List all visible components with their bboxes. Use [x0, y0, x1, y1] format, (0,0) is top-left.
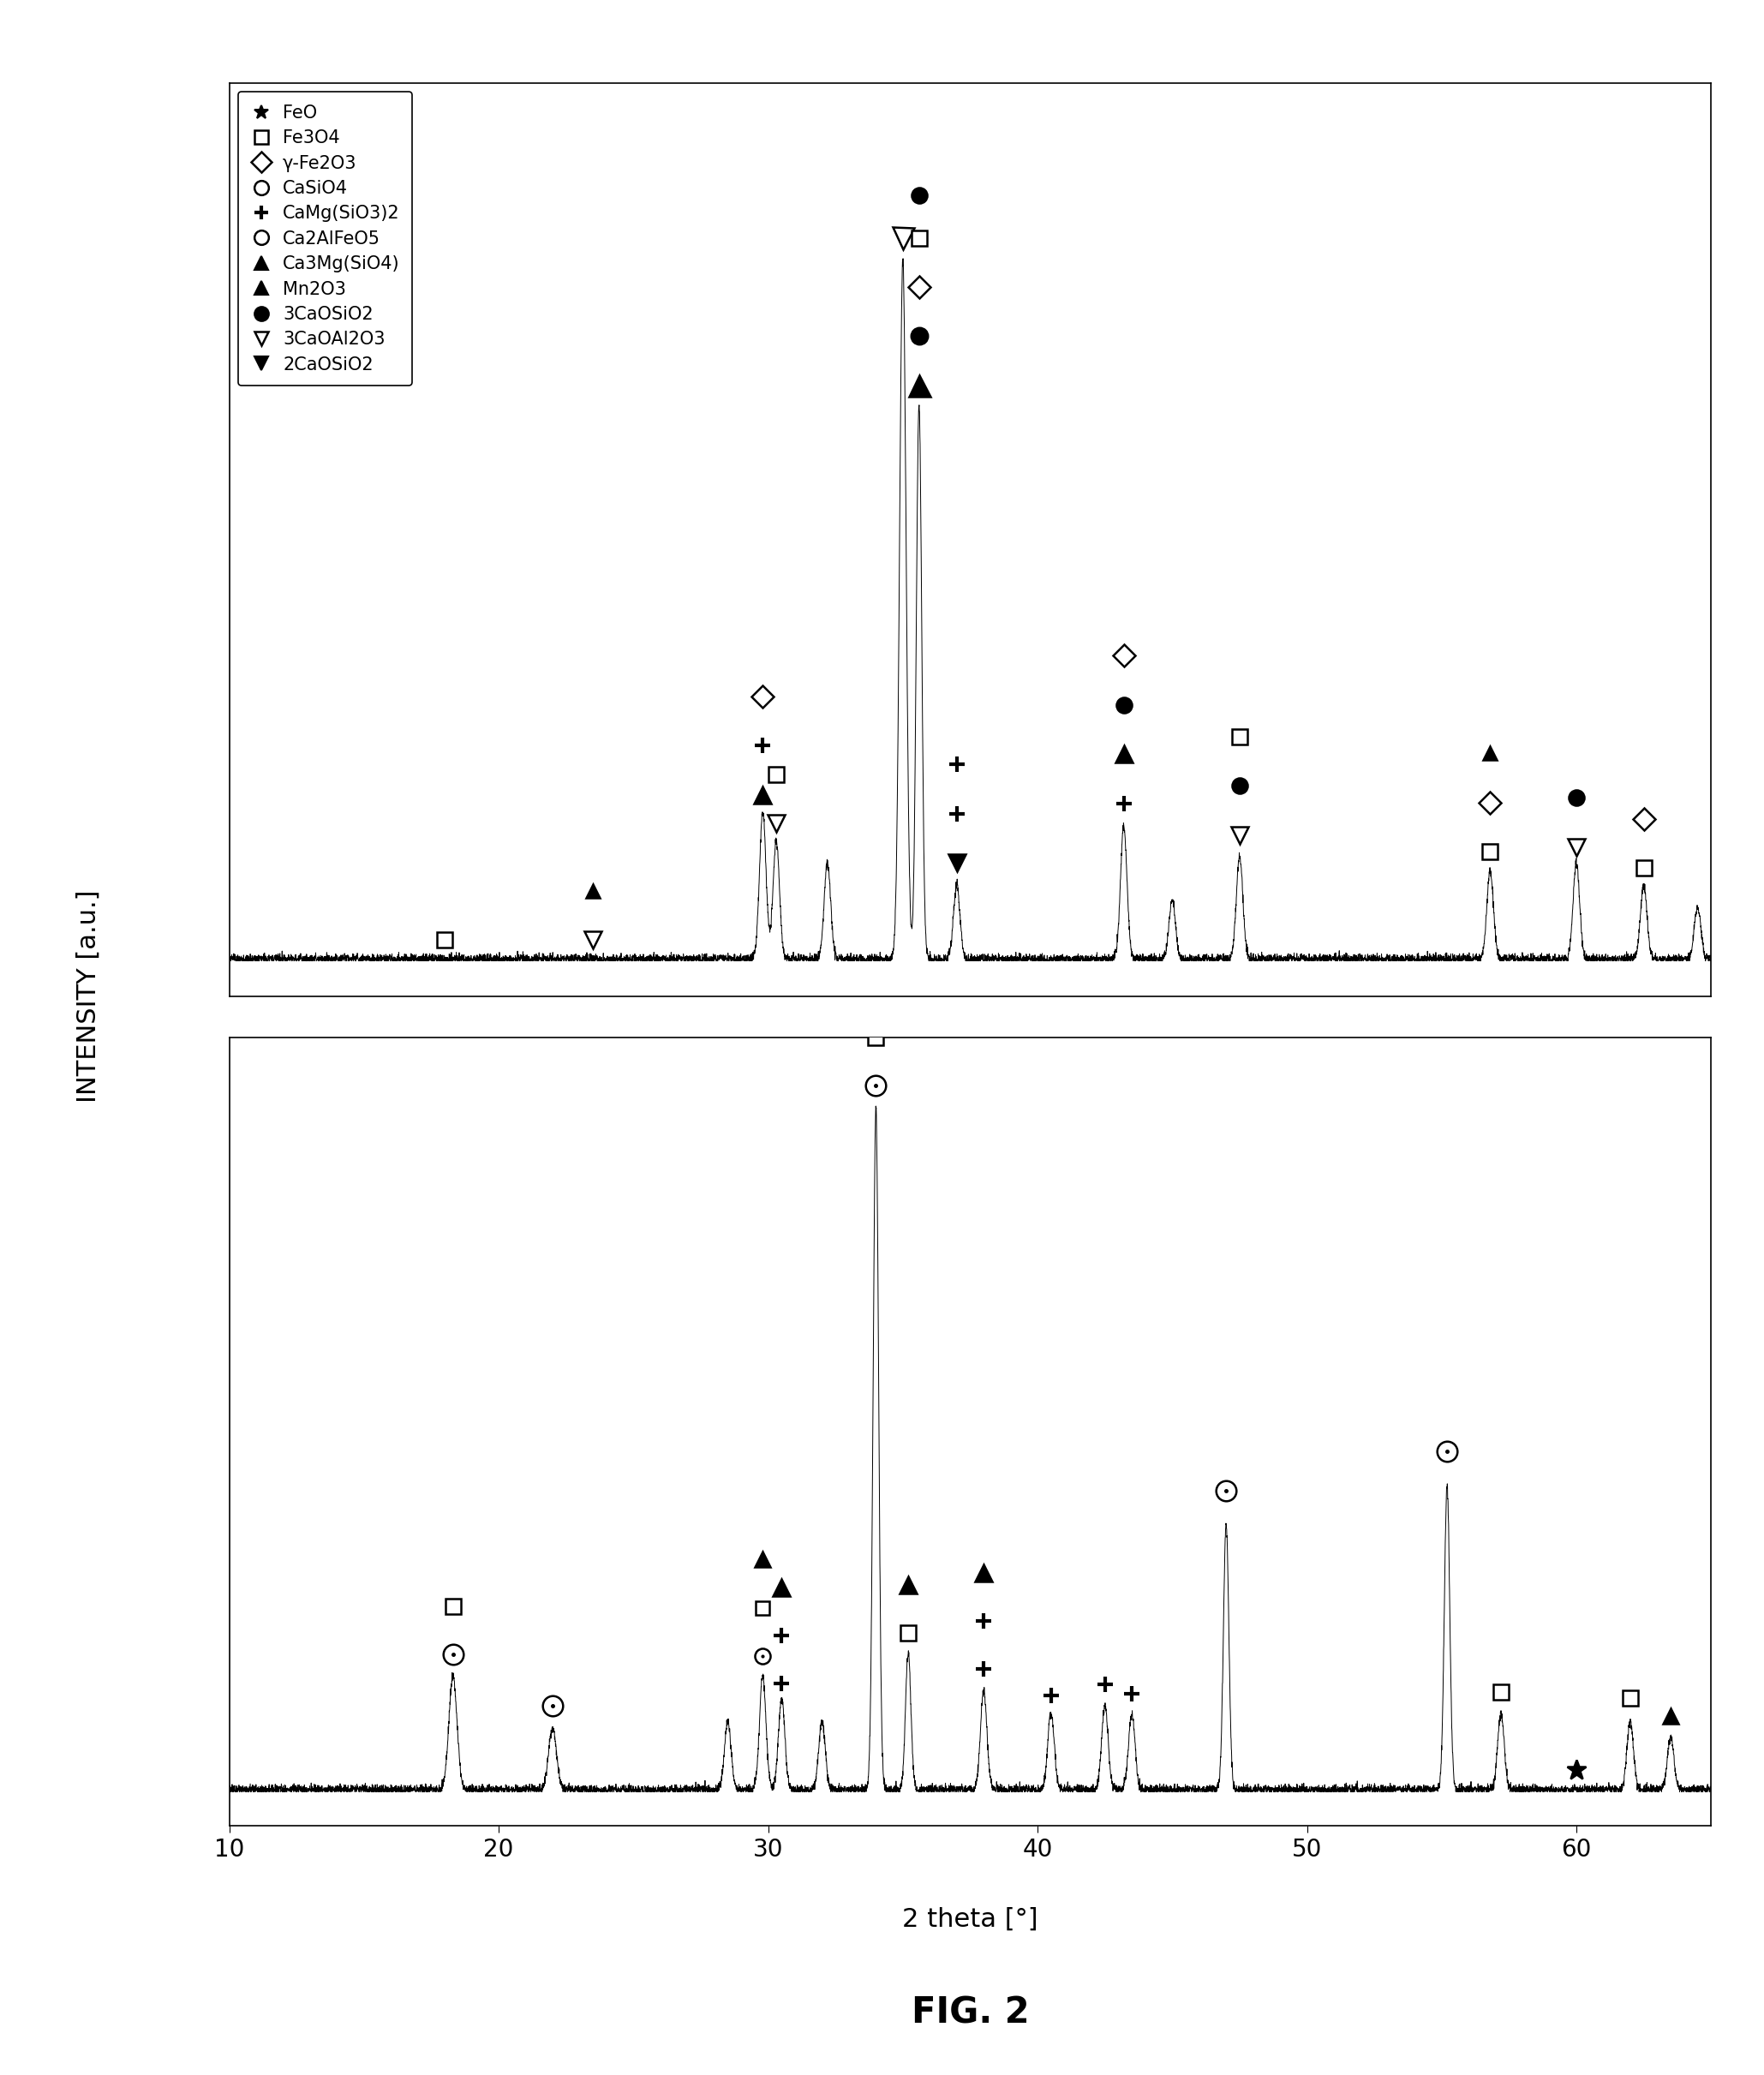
- Legend: FeO, Fe3O4, γ-Fe2O3, CaSiO4, CaMg(SiO3)2, Ca2AlFeO5, Ca3Mg(SiO4), Mn2O3, 3CaOSiO: FeO, Fe3O4, γ-Fe2O3, CaSiO4, CaMg(SiO3)2…: [238, 91, 413, 386]
- Text: INTENSITY [a.u.]: INTENSITY [a.u.]: [76, 890, 101, 1102]
- Text: FIG. 2: FIG. 2: [912, 1994, 1028, 2031]
- Text: 2 theta [°]: 2 theta [°]: [901, 1907, 1039, 1932]
